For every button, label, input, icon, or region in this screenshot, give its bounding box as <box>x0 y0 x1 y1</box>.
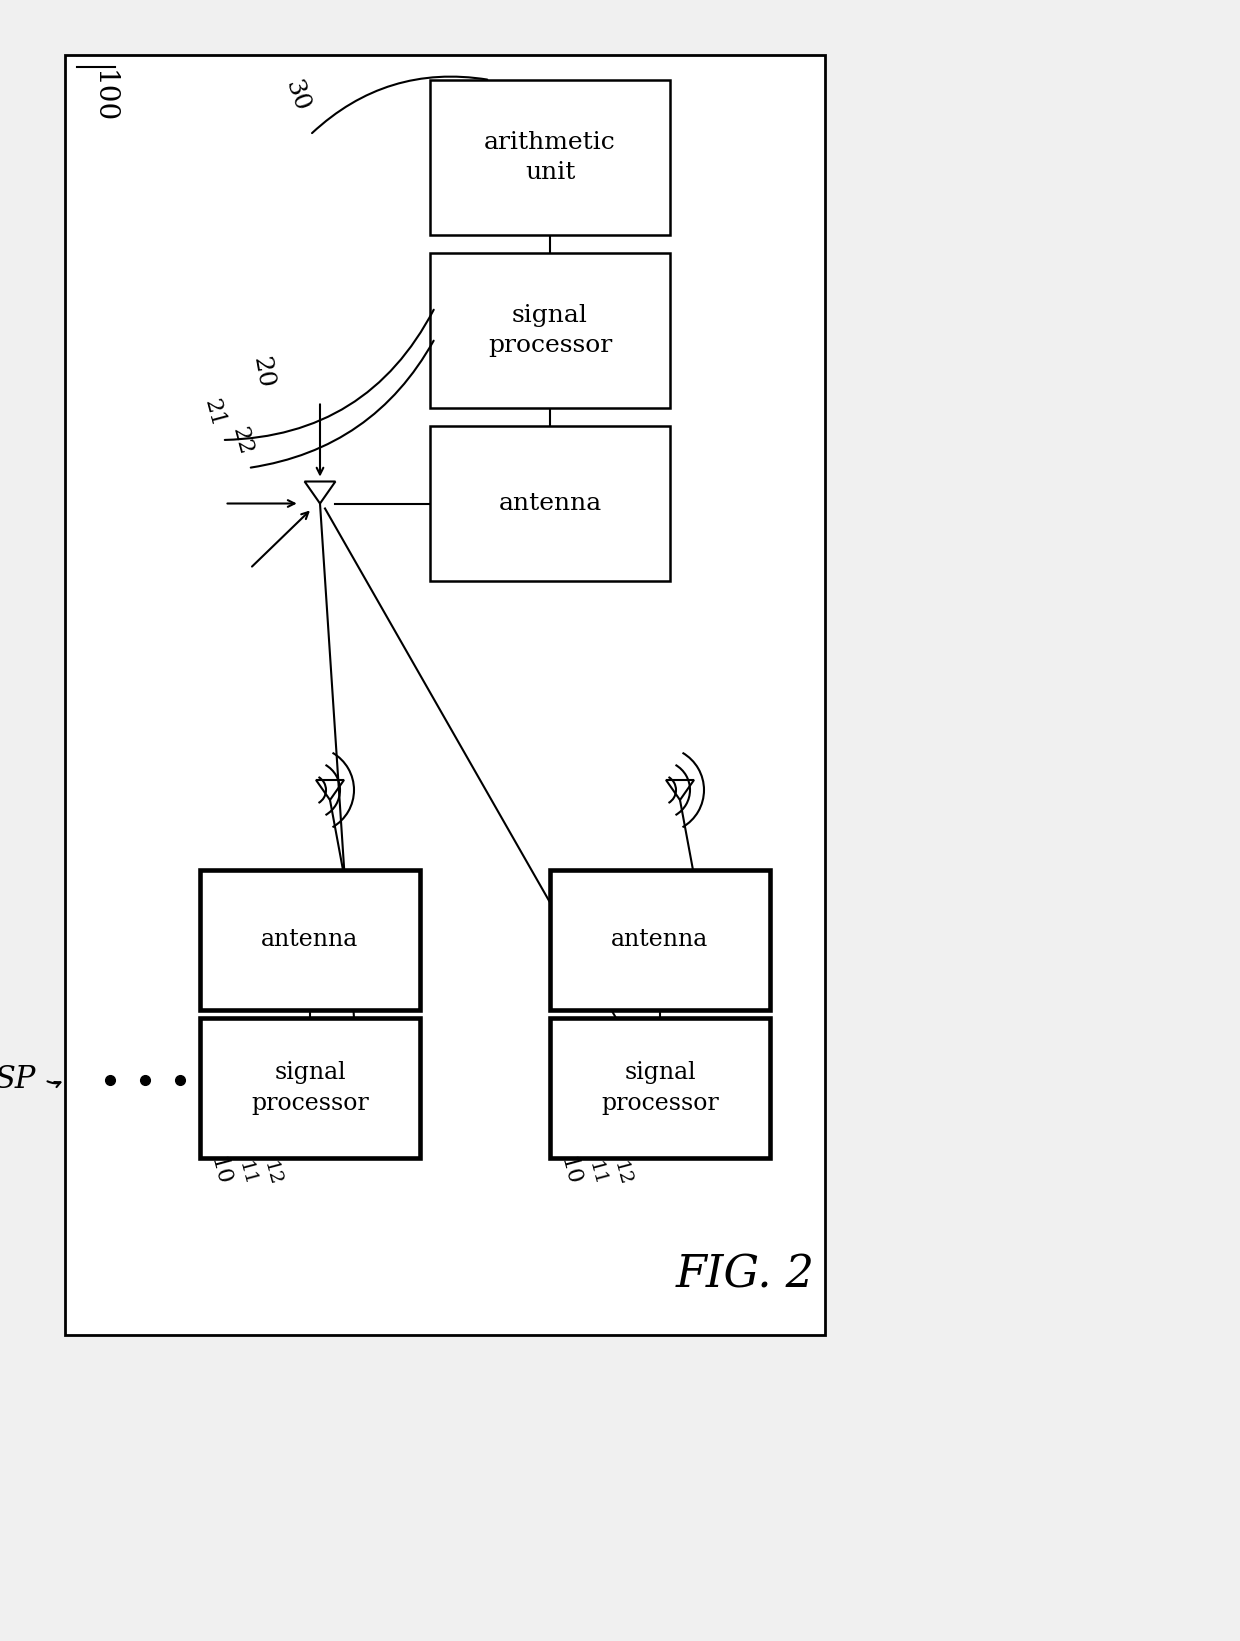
Text: 21: 21 <box>200 397 228 430</box>
Bar <box>430 427 670 581</box>
Text: 11: 11 <box>585 1160 609 1188</box>
Text: 10: 10 <box>556 1155 584 1188</box>
Text: signal
processor: signal processor <box>487 304 613 358</box>
Bar <box>430 253 670 409</box>
Text: antenna: antenna <box>611 929 708 952</box>
Bar <box>430 80 670 235</box>
Text: FIG. 2: FIG. 2 <box>676 1254 815 1296</box>
Text: 10: 10 <box>205 1155 233 1188</box>
Text: 30: 30 <box>280 77 312 115</box>
Bar <box>200 870 420 1009</box>
Text: 22: 22 <box>228 425 257 458</box>
Text: SP: SP <box>0 1065 36 1096</box>
Bar <box>200 1017 420 1159</box>
Text: signal
processor: signal processor <box>601 1062 719 1114</box>
Text: 11: 11 <box>236 1160 259 1188</box>
Text: antenna: antenna <box>498 492 601 515</box>
Text: 12: 12 <box>260 1160 284 1188</box>
Text: 20: 20 <box>248 354 277 391</box>
Text: 100: 100 <box>91 71 117 123</box>
Text: antenna: antenna <box>262 929 358 952</box>
Bar <box>551 870 770 1009</box>
Bar <box>551 1017 770 1159</box>
Text: 12: 12 <box>610 1160 634 1188</box>
Text: arithmetic
unit: arithmetic unit <box>484 131 616 184</box>
Bar <box>64 56 825 1336</box>
Text: signal
processor: signal processor <box>252 1062 368 1114</box>
